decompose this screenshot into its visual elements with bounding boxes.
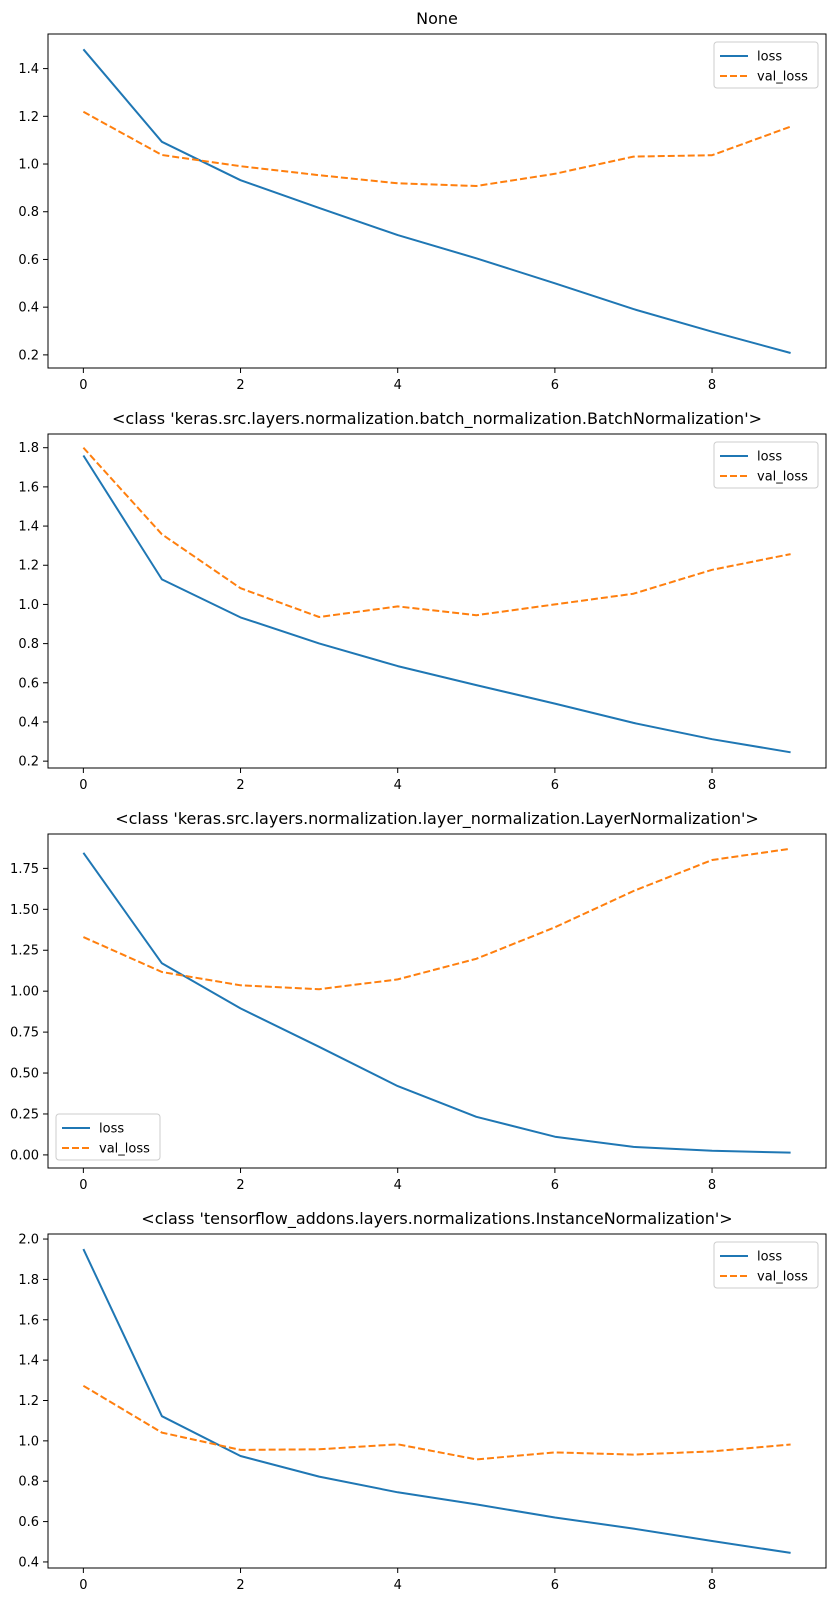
- series-line-val_loss: [82, 847, 791, 991]
- y-tick-label: 0.50: [10, 1067, 39, 1082]
- y-tick-label: 0.4: [18, 301, 39, 316]
- x-tick-label: 6: [551, 1178, 559, 1193]
- series-line-val_loss: [82, 1384, 791, 1461]
- axes-frame: [47, 433, 827, 769]
- legend: loss val_loss: [713, 441, 819, 489]
- series-line-val_loss: [82, 447, 791, 618]
- legend: loss val_loss: [713, 41, 819, 89]
- chart-title: <class 'keras.src.layers.normalization.b…: [112, 409, 762, 429]
- series-line-loss: [82, 48, 791, 354]
- y-tick-label: 0.8: [18, 637, 39, 652]
- y-tick-label: 1.2: [18, 1394, 39, 1409]
- chart-4: <class 'tensorflow_addons.layers.normali…: [18, 1209, 827, 1593]
- y-tick-label: 1.8: [18, 1273, 39, 1288]
- y-tick-label: 0.6: [18, 1515, 39, 1530]
- x-tick-label: 6: [551, 1578, 559, 1593]
- y-tick-label: 0.8: [18, 205, 39, 220]
- y-tick-label: 0.6: [18, 676, 39, 691]
- chart-title: <class 'tensorflow_addons.layers.normali…: [141, 1209, 732, 1229]
- axes-frame: [47, 833, 827, 1169]
- y-tick-label: 1.25: [10, 944, 39, 959]
- x-tick-label: 8: [708, 1178, 716, 1193]
- x-tick-label: 0: [79, 1578, 87, 1593]
- y-tick-label: 1.4: [18, 62, 39, 77]
- x-tick-label: 0: [79, 1178, 87, 1193]
- axes-frame: [47, 1233, 827, 1569]
- chart-3: <class 'keras.src.layers.normalization.l…: [10, 809, 827, 1193]
- x-tick-label: 0: [79, 378, 87, 393]
- legend-label-loss: loss: [757, 1250, 782, 1265]
- y-tick-label: 1.0: [18, 158, 39, 173]
- x-tick-label: 4: [394, 1578, 402, 1593]
- x-tick-label: 2: [236, 1178, 244, 1193]
- y-tick-label: 1.6: [18, 1313, 39, 1328]
- x-tick-label: 2: [236, 1578, 244, 1593]
- y-tick-label: 0.4: [18, 715, 39, 730]
- x-tick-label: 8: [708, 378, 716, 393]
- y-tick-label: 1.0: [18, 598, 39, 613]
- chart-title: <class 'keras.src.layers.normalization.l…: [115, 809, 759, 829]
- legend-label-loss: loss: [757, 450, 782, 465]
- y-tick-label: 1.0: [18, 1434, 39, 1449]
- x-tick-label: 0: [79, 778, 87, 793]
- legend-label-loss: loss: [757, 50, 782, 65]
- chart-2: <class 'keras.src.layers.normalization.b…: [18, 409, 827, 793]
- x-tick-label: 4: [394, 378, 402, 393]
- chart-title: None: [416, 9, 458, 28]
- y-tick-label: 1.6: [18, 480, 39, 495]
- y-tick-label: 0.4: [18, 1555, 39, 1570]
- y-tick-label: 0.2: [18, 755, 39, 770]
- legend-label-val_loss: val_loss: [99, 1142, 150, 1157]
- y-tick-label: 0.75: [10, 1026, 39, 1041]
- legend-label-loss: loss: [99, 1122, 124, 1137]
- axes-frame: [47, 33, 827, 369]
- y-tick-label: 1.00: [10, 985, 39, 1000]
- x-tick-label: 8: [708, 1578, 716, 1593]
- x-tick-label: 6: [551, 378, 559, 393]
- series-line-loss: [82, 852, 791, 1154]
- x-tick-label: 2: [236, 778, 244, 793]
- y-tick-label: 1.50: [10, 903, 39, 918]
- legend-label-val_loss: val_loss: [757, 70, 808, 85]
- x-tick-label: 2: [236, 378, 244, 393]
- x-tick-label: 4: [394, 778, 402, 793]
- x-tick-label: 8: [708, 778, 716, 793]
- legend: loss val_loss: [713, 1241, 819, 1289]
- y-tick-label: 1.8: [18, 441, 39, 456]
- y-tick-label: 2.0: [18, 1233, 39, 1248]
- y-tick-label: 0.6: [18, 253, 39, 268]
- y-tick-label: 1.4: [18, 520, 39, 535]
- series-line-loss: [82, 1248, 791, 1554]
- y-tick-label: 1.2: [18, 110, 39, 125]
- chart-1: None 0 2 4 6 8 0.2 0.4 0.6 0.8 1.0 1.2 1.4 loss val_lo…: [18, 9, 827, 393]
- x-tick-label: 6: [551, 778, 559, 793]
- y-tick-label: 0.2: [18, 348, 39, 363]
- x-tick-label: 4: [394, 1178, 402, 1193]
- y-tick-label: 1.4: [18, 1354, 39, 1369]
- y-tick-label: 1.75: [10, 862, 39, 877]
- series-line-loss: [82, 454, 791, 754]
- y-tick-label: 1.2: [18, 559, 39, 574]
- legend: loss val_loss: [55, 1113, 161, 1161]
- series-line-val_loss: [82, 110, 791, 187]
- y-tick-label: 0.25: [10, 1107, 39, 1122]
- legend-label-val_loss: val_loss: [757, 470, 808, 485]
- y-tick-label: 0.00: [10, 1148, 39, 1163]
- y-tick-label: 0.8: [18, 1475, 39, 1490]
- legend-label-val_loss: val_loss: [757, 1270, 808, 1285]
